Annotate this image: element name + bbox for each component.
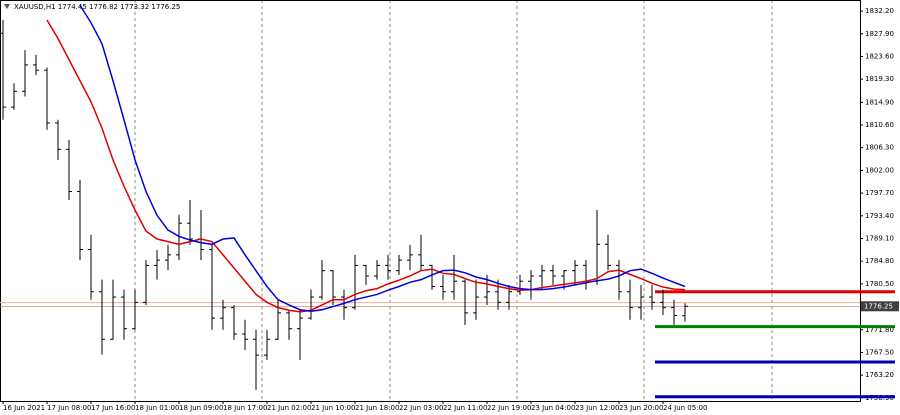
x-tick-label: 17 Jun 16:00 — [91, 404, 135, 412]
y-tick-label: 1784.80 — [865, 257, 894, 265]
menu-icon[interactable] — [4, 4, 10, 9]
header-low: 1773.32 — [120, 3, 149, 11]
y-tick-label: 1802.00 — [865, 166, 894, 174]
y-tick-label: 1806.30 — [865, 144, 894, 152]
symbol: XAUUSD,H1 — [14, 3, 56, 11]
y-tick-label: 1810.60 — [865, 121, 894, 129]
x-tick-label: 24 Jun 05:00 — [663, 404, 707, 412]
chart-header: XAUUSD,H1 1774.45 1776.82 1773.32 1776.2… — [14, 3, 180, 11]
y-tick-label: 1823.60 — [865, 52, 894, 60]
x-tick-label: 18 Jun 01:00 — [135, 404, 179, 412]
y-tick-label: 1793.40 — [865, 212, 894, 220]
x-tick-label: 16 Jun 2021 — [3, 404, 45, 412]
x-tick-label: 22 Jun 19:00 — [487, 404, 531, 412]
y-tick-label: 1780.50 — [865, 280, 894, 288]
y-tick-label: 1827.90 — [865, 30, 894, 38]
y-tick-label: 1763.20 — [865, 371, 894, 379]
day-separators — [134, 0, 773, 401]
price-tag — [861, 301, 899, 312]
moving-average — [46, 19, 686, 313]
x-tick-label: 21 Jun 02:00 — [267, 404, 311, 412]
y-tick-label: 1789.10 — [865, 234, 894, 242]
y-tick-label: 1797.70 — [865, 189, 894, 197]
y-tick-label: 1767.50 — [865, 348, 894, 356]
x-tick-label: 21 Jun 18:00 — [355, 404, 399, 412]
plot-frame — [0, 0, 861, 402]
y-tick-label: 1814.90 — [865, 98, 894, 106]
x-tick-label: 17 Jun 08:00 — [47, 404, 91, 412]
x-tick-label: 23 Jun 04:00 — [531, 404, 575, 412]
x-tick-label: 22 Jun 03:00 — [399, 404, 443, 412]
price-tag-label: 1776.25 — [864, 302, 893, 310]
x-tick-label: 23 Jun 20:00 — [619, 404, 663, 412]
moving-average — [79, 4, 686, 313]
y-tick-label: 1819.30 — [865, 75, 894, 83]
x-tick-label: 22 Jun 11:00 — [443, 404, 487, 412]
header-close: 1776.25 — [151, 3, 180, 11]
header-open: 1774.45 — [58, 3, 87, 11]
header-high: 1776.82 — [89, 3, 118, 11]
x-tick-label: 18 Jun 09:00 — [179, 404, 223, 412]
y-tick-label: 1832.20 — [865, 7, 894, 15]
x-tick-label: 18 Jun 17:00 — [223, 404, 267, 412]
x-tick-label: 21 Jun 10:00 — [311, 404, 355, 412]
y-tick-label: 1771.80 — [865, 326, 894, 334]
x-tick-label: 23 Jun 12:00 — [575, 404, 619, 412]
